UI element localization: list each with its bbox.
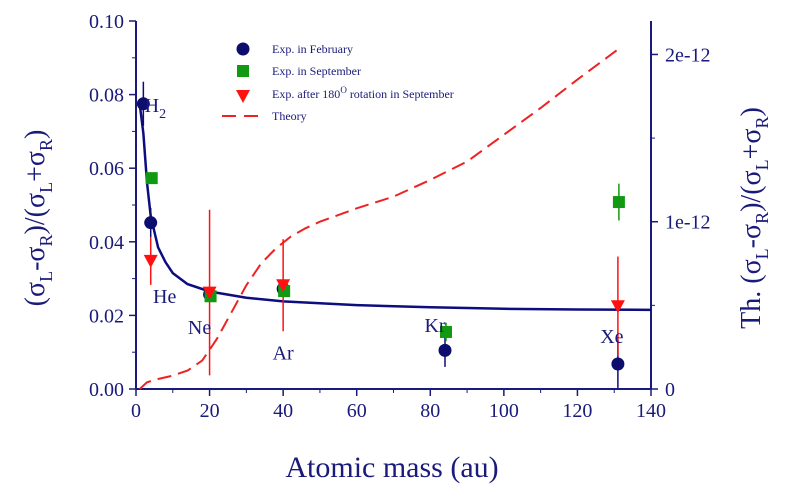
x-tick-label: 100 xyxy=(489,400,519,422)
y-left-tick-label: 0.06 xyxy=(89,158,124,180)
y-left-tick-label: 0.02 xyxy=(89,305,124,327)
point-rot xyxy=(610,300,625,314)
legend-marker-sep xyxy=(237,65,249,77)
x-axis-title: Atomic mass (au) xyxy=(285,451,498,484)
legend: Exp. in February Exp. in September Exp. af… xyxy=(222,42,454,123)
legend-label-feb: Exp. in February xyxy=(272,42,353,56)
point-feb xyxy=(611,357,625,371)
element-label-subscript: 2 xyxy=(159,107,166,122)
y-left-tick-label: 0.00 xyxy=(89,379,124,401)
ticks: 0 20 40 60 80 100 120 1400.000.020.040.060.080.… xyxy=(89,11,711,422)
y-right-tick-label: 1e-12 xyxy=(665,212,711,234)
point-feb xyxy=(144,216,158,230)
markers xyxy=(136,97,625,371)
y-axis-right-title: Th. (σL-σR)/(σL+σR) xyxy=(736,107,772,329)
legend-label-rot-suffix: rotation in September xyxy=(347,87,454,101)
x-tick-label: 60 xyxy=(347,400,367,422)
x-tick-label: 140 xyxy=(636,400,666,422)
y-right-tick-label: 0 xyxy=(665,379,675,401)
element-label: Ar xyxy=(273,343,294,365)
y-right-tick-label: 2e-12 xyxy=(665,44,711,66)
axes xyxy=(135,21,652,390)
legend-label-theory: Theory xyxy=(272,109,307,123)
element-labels: H2 He Ne Ar Kr Xe xyxy=(145,95,624,365)
element-label: He xyxy=(153,286,176,308)
point-feb xyxy=(136,97,150,111)
point-sep xyxy=(612,196,625,209)
y-left-tick-label: 0.10 xyxy=(89,11,124,33)
element-label: Xe xyxy=(600,326,623,348)
y-left-tick-label: 0.08 xyxy=(89,85,124,107)
legend-label-rot: Exp. after 180O rotation in September xyxy=(272,85,454,101)
legend-marker-rot xyxy=(236,90,250,103)
y-axis-left-title: (σL-σR)/(σL+σR) xyxy=(20,130,56,307)
x-tick-label: 80 xyxy=(420,400,440,422)
element-label: Ne xyxy=(188,317,211,339)
x-tick-label: 40 xyxy=(273,400,293,422)
x-tick-label: 20 xyxy=(200,400,220,422)
point-sep xyxy=(145,172,158,185)
legend-marker-feb xyxy=(236,42,250,56)
point-rot xyxy=(143,254,158,268)
y-left-tick-label: 0.04 xyxy=(89,232,124,254)
point-sep xyxy=(440,325,452,338)
legend-label-sep: Exp. in September xyxy=(272,64,361,78)
point-rot xyxy=(276,279,291,293)
x-tick-label: 0 xyxy=(131,400,141,422)
element-label: Kr xyxy=(424,315,445,337)
legend-superscript: O xyxy=(340,85,347,95)
element-label: H2 xyxy=(145,95,166,122)
fit-line xyxy=(138,103,652,312)
point-rot xyxy=(202,286,217,300)
x-tick-label: 120 xyxy=(562,400,592,422)
point-feb xyxy=(438,343,452,357)
